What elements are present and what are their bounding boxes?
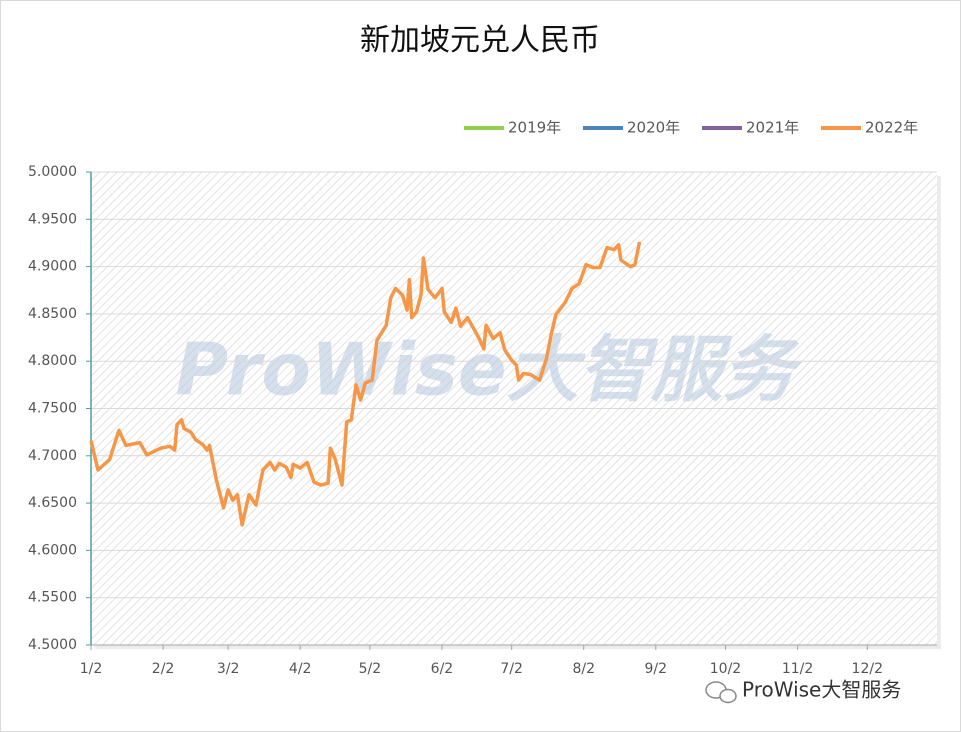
watermark: ProWise大智服务 <box>175 328 802 412</box>
wechat-icon <box>719 688 737 704</box>
x-tick-label: 5/2 <box>359 661 382 677</box>
legend-label: 2019年 <box>508 119 561 137</box>
x-tick-label: 7/2 <box>500 661 523 677</box>
x-tick-label: 12/2 <box>852 661 883 677</box>
y-tick-label: 4.5500 <box>28 590 77 606</box>
x-tick-label: 10/2 <box>710 661 741 677</box>
x-tick-label: 3/2 <box>217 661 240 677</box>
legend-label: 2021年 <box>746 119 799 137</box>
y-tick-label: 4.8500 <box>28 306 77 322</box>
footer: ProWise大智服务 <box>705 678 901 704</box>
series-line <box>89 241 642 527</box>
x-tick-label: 6/2 <box>431 661 454 677</box>
legend-label: 2022年 <box>865 119 918 137</box>
y-tick-label: 4.9500 <box>28 211 77 227</box>
y-tick-label: 4.8000 <box>28 353 77 369</box>
x-tick-label: 2/2 <box>152 661 175 677</box>
x-tick-label: 1/2 <box>80 661 103 677</box>
y-tick-label: 4.9000 <box>28 259 77 275</box>
y-tick-label: 4.7500 <box>28 401 77 417</box>
footer-text: ProWise大智服务 <box>742 678 901 702</box>
x-tick-label: 11/2 <box>782 661 813 677</box>
y-tick-label: 4.5000 <box>28 637 77 653</box>
x-tick-label: 4/2 <box>289 661 312 677</box>
y-tick-label: 4.7000 <box>28 448 77 464</box>
y-tick-label: 4.6000 <box>28 542 77 558</box>
chart-title: 新加坡元兑人民币 <box>360 23 600 58</box>
y-tick-label: 4.6500 <box>28 495 77 511</box>
legend-label: 2020年 <box>627 119 680 137</box>
x-tick-label: 8/2 <box>572 661 595 677</box>
y-tick-label: 5.0000 <box>28 164 77 180</box>
x-tick-label: 9/2 <box>645 661 668 677</box>
